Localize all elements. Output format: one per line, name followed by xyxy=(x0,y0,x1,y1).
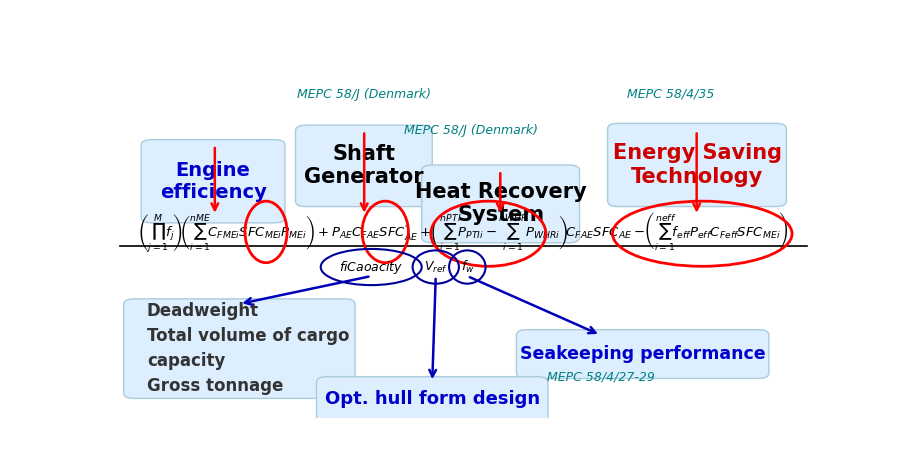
Text: Shaft
Generator: Shaft Generator xyxy=(304,144,424,188)
Text: $f_w$: $f_w$ xyxy=(461,259,474,275)
Text: Deadweight
Total volume of cargo
capacity
Gross tonnage: Deadweight Total volume of cargo capacit… xyxy=(147,302,349,395)
Text: Seakeeping performance: Seakeeping performance xyxy=(519,345,766,363)
FancyBboxPatch shape xyxy=(607,123,786,207)
FancyBboxPatch shape xyxy=(124,299,355,399)
Text: Opt. hull form design: Opt. hull form design xyxy=(325,390,539,408)
Text: $V_{ref}$: $V_{ref}$ xyxy=(424,259,448,274)
FancyBboxPatch shape xyxy=(296,125,433,207)
FancyBboxPatch shape xyxy=(141,140,285,223)
Text: Heat Recovery
System: Heat Recovery System xyxy=(414,182,586,226)
Text: $\left(\prod_{j=1}^{M}\!f_j\right)\!\left(\sum_{i=1}^{nME}\!C_{FMEi}SFC_{MEi}P_{: $\left(\prod_{j=1}^{M}\!f_j\right)\!\lef… xyxy=(138,210,789,254)
Text: MEPC 58/4/27-29: MEPC 58/4/27-29 xyxy=(547,370,654,383)
Text: Engine
efficiency: Engine efficiency xyxy=(159,161,266,202)
FancyBboxPatch shape xyxy=(517,329,769,378)
Text: MEPC 58/J (Denmark): MEPC 58/J (Denmark) xyxy=(297,88,431,101)
Text: MEPC 58/4/35: MEPC 58/4/35 xyxy=(627,88,714,101)
FancyBboxPatch shape xyxy=(317,376,548,422)
FancyBboxPatch shape xyxy=(422,165,579,243)
Text: MEPC 58/J (Denmark): MEPC 58/J (Denmark) xyxy=(404,124,538,137)
Text: Energy Saving
Technology: Energy Saving Technology xyxy=(613,143,782,187)
Text: $\mathit{fiCaoacity}$: $\mathit{fiCaoacity}$ xyxy=(339,258,404,275)
